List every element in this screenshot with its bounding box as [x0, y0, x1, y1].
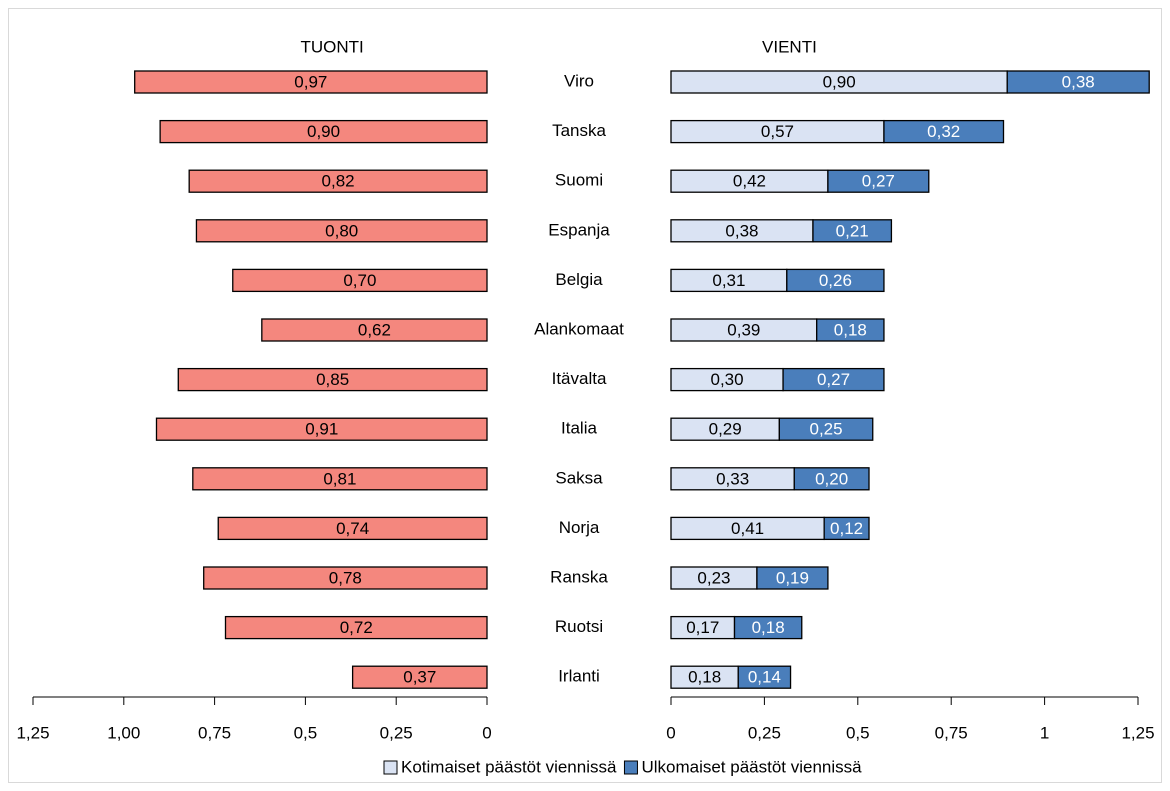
bar: [778, 417, 874, 441]
value-label: 0,17: [686, 618, 719, 637]
category-label: Tanska: [552, 121, 606, 140]
value-label: 0,25: [809, 420, 842, 439]
value-label: 0,29: [709, 420, 742, 439]
category-label: Saksa: [555, 468, 603, 487]
x-tick-label: 0,5: [294, 723, 318, 742]
x-tick-label: 0,5: [846, 723, 870, 742]
category-label: Itävalta: [552, 369, 607, 388]
panel-title: VIENTI: [762, 37, 817, 56]
value-label: 0,30: [710, 370, 743, 389]
x-tick-label: 0,75: [935, 723, 968, 742]
bar: [188, 169, 488, 193]
value-label: 0,72: [340, 618, 373, 637]
bar: [883, 119, 1005, 144]
bar: [261, 318, 488, 342]
value-label: 0,62: [358, 320, 391, 339]
value-label: 0,23: [697, 568, 730, 587]
category-label: Espanja: [548, 220, 610, 239]
value-label: 0,39: [727, 320, 760, 339]
bar: [192, 467, 488, 491]
bar: [786, 268, 885, 293]
value-label: 0,31: [712, 271, 745, 290]
value-label: 0,42: [733, 172, 766, 191]
bar: [827, 169, 930, 193]
category-label: Viro: [564, 71, 594, 90]
category-label: Italia: [561, 419, 597, 438]
x-tick-label: 1,00: [107, 723, 140, 742]
bar: [1006, 70, 1150, 94]
value-label: 0,38: [725, 221, 758, 240]
bar: [351, 665, 488, 689]
value-label: 0,32: [927, 122, 960, 141]
value-label: 0,18: [834, 320, 867, 339]
value-label: 0,57: [761, 122, 794, 141]
value-label: 0,78: [329, 568, 362, 587]
value-label: 0,41: [731, 519, 764, 538]
value-label: 0,12: [830, 519, 863, 538]
x-tick-label: 0,75: [198, 723, 231, 742]
bar: [823, 516, 870, 541]
category-label: Norja: [559, 518, 600, 537]
bar: [733, 615, 803, 640]
legend-swatch: [623, 760, 638, 775]
value-label: 0,20: [815, 469, 848, 488]
value-label: 0,27: [862, 172, 895, 191]
panel-title: TUONTI: [301, 37, 364, 56]
bar: [793, 467, 870, 491]
bar: [195, 219, 488, 243]
bar: [177, 367, 488, 392]
value-label: 0,18: [752, 618, 785, 637]
x-tick-label: 0: [666, 723, 675, 742]
value-label: 0,90: [307, 122, 340, 141]
value-label: 0,14: [748, 668, 781, 687]
value-label: 0,82: [322, 172, 355, 191]
value-label: 0,85: [316, 370, 349, 389]
value-label: 0,38: [1062, 72, 1095, 91]
value-label: 0,37: [403, 668, 436, 687]
value-label: 0,33: [716, 469, 749, 488]
category-label: Ranska: [550, 567, 608, 586]
category-label: Suomi: [555, 171, 603, 190]
value-label: 0,91: [305, 420, 338, 439]
legend-swatch: [383, 760, 398, 775]
bar: [737, 665, 792, 689]
x-tick-label: 0,25: [748, 723, 781, 742]
bar: [155, 417, 488, 441]
value-label: 0,19: [776, 568, 809, 587]
bar: [217, 516, 488, 541]
value-label: 0,26: [819, 271, 852, 290]
bar: [134, 70, 488, 94]
bar: [782, 367, 885, 392]
bar: [816, 318, 885, 342]
bar: [203, 566, 488, 590]
value-label: 0,27: [817, 370, 850, 389]
x-tick-label: 1: [1040, 723, 1049, 742]
category-label: Alankomaat: [534, 319, 624, 338]
value-label: 0,90: [823, 72, 856, 91]
value-label: 0,80: [325, 221, 358, 240]
bar: [812, 219, 893, 243]
x-tick-label: 1,25: [1121, 723, 1154, 742]
value-label: 0,74: [336, 519, 369, 538]
bar: [224, 615, 488, 640]
legend-label: Kotimaiset päästöt viennissä: [401, 757, 617, 776]
category-label: Belgia: [555, 270, 603, 289]
x-tick-label: 1,25: [16, 723, 49, 742]
value-label: 0,81: [323, 469, 356, 488]
value-label: 0,97: [294, 72, 327, 91]
bar: [756, 566, 829, 590]
category-label: Irlanti: [558, 667, 600, 686]
bar: [232, 268, 488, 293]
category-label: Ruotsi: [555, 617, 603, 636]
x-tick-label: 0: [482, 723, 491, 742]
value-label: 0,70: [343, 271, 376, 290]
x-tick-label: 0,25: [380, 723, 413, 742]
value-label: 0,18: [688, 668, 721, 687]
legend-label: Ulkomaiset päästöt viennissä: [641, 757, 862, 776]
value-label: 0,21: [836, 221, 869, 240]
bar: [159, 119, 488, 144]
